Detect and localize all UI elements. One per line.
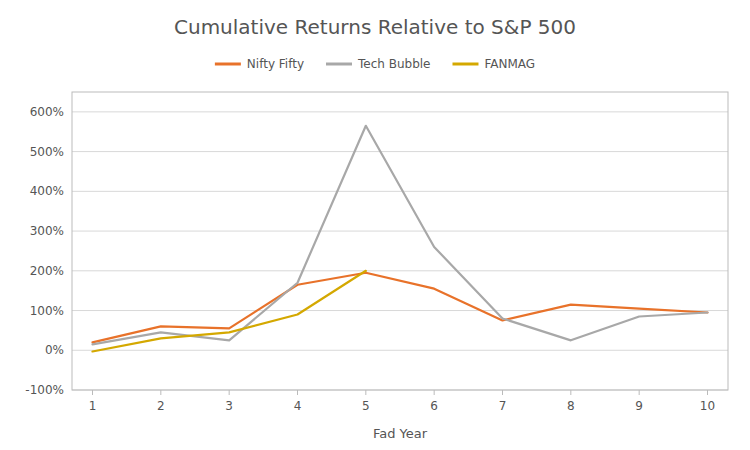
y-tick-label: 0% <box>45 343 64 357</box>
y-tick-label: 300% <box>30 224 64 238</box>
x-tick-label: 2 <box>157 399 165 413</box>
x-tick-label: 3 <box>225 399 233 413</box>
x-tick-label: 7 <box>499 399 507 413</box>
x-tick <box>639 390 640 395</box>
x-tick <box>160 390 161 395</box>
chart: Cumulative Returns Relative to S&P 500 -1… <box>0 0 750 450</box>
x-tick <box>707 390 708 395</box>
legend-label: FANMAG <box>484 57 535 71</box>
grid-line <box>72 270 728 271</box>
x-tick <box>229 390 230 395</box>
series-line <box>93 271 366 352</box>
x-tick-label: 10 <box>700 399 715 413</box>
grid-line <box>72 111 728 112</box>
x-tick <box>297 390 298 395</box>
x-tick-label: 9 <box>635 399 643 413</box>
y-tick-label: 100% <box>30 304 64 318</box>
legend-label: Tech Bubble <box>357 57 430 71</box>
y-tick-label: 200% <box>30 264 64 278</box>
legend: Nifty Fifty Tech Bubble FANMAG <box>215 57 535 71</box>
legend-swatch <box>452 63 478 66</box>
y-tick-label: 600% <box>30 105 64 119</box>
x-tick-label: 1 <box>89 399 97 413</box>
grid-line <box>72 310 728 311</box>
x-tick-label: 4 <box>294 399 302 413</box>
x-tick <box>365 390 366 395</box>
grid-line <box>72 231 728 232</box>
series-line <box>93 126 708 345</box>
series-group <box>93 126 708 352</box>
y-tick-label: 500% <box>30 145 64 159</box>
y-tick-label: -100% <box>25 383 64 397</box>
x-tick <box>570 390 571 395</box>
x-tick-label: 5 <box>362 399 370 413</box>
x-tick <box>434 390 435 395</box>
legend-swatch <box>326 63 352 66</box>
x-axis-label: Fad Year <box>373 426 428 441</box>
x-tick <box>92 390 93 395</box>
grid <box>72 112 728 390</box>
x-tick-label: 6 <box>430 399 438 413</box>
title: Cumulative Returns Relative to S&P 500 <box>174 15 576 39</box>
grid-line <box>72 191 728 192</box>
plot-frame <box>72 92 728 390</box>
grid-line <box>72 151 728 152</box>
grid-line <box>72 350 728 351</box>
legend-label: Nifty Fifty <box>247 57 304 71</box>
x-tick <box>502 390 503 395</box>
x-tick-label: 8 <box>567 399 575 413</box>
series-line <box>93 273 708 343</box>
legend-swatch <box>215 63 241 66</box>
y-tick-label: 400% <box>30 184 64 198</box>
